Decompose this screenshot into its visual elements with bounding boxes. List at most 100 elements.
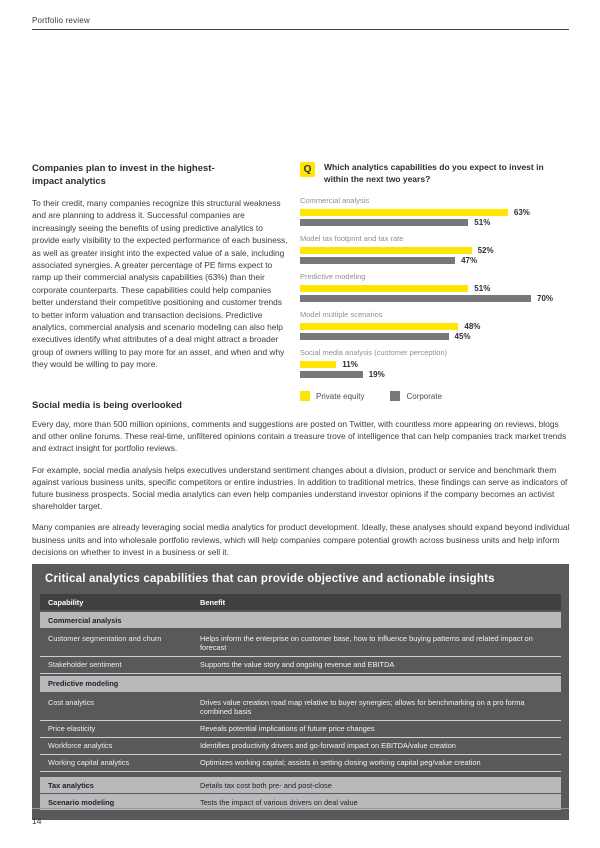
chart-bar (300, 218, 469, 226)
table-row: Scenario modeling Tests the impact of var… (40, 794, 561, 811)
chart-bar-value-label: 52% (477, 245, 494, 255)
chart-bar-row: 11% (300, 359, 570, 369)
body-paragraph: Every day, more than 500 million opinion… (32, 419, 567, 454)
capabilities-table: Critical analytics capabilities that can… (32, 564, 569, 821)
table-row: Price elasticity Reveals potential implic… (40, 720, 561, 738)
chart-bar-value-label: 48% (464, 321, 481, 331)
table-capability-cell: Scenario modeling (48, 797, 115, 807)
chart-category-group: Social media analysis (customer percepti… (300, 348, 570, 379)
table-capability-cell: Stakeholder sentiment (48, 660, 122, 670)
chart-bar (300, 246, 472, 254)
running-head: Portfolio review (32, 16, 90, 25)
body-paragraph: Many companies are already leveraging so… (32, 522, 570, 557)
chart-category-label: Commercial analysis (300, 196, 370, 205)
chart-category-label: Model tax footprint and tax rate (300, 234, 404, 243)
legend-item: Private equity (300, 391, 364, 401)
chart-bar-row: 47% (300, 255, 570, 265)
legend-label: Corporate (406, 391, 443, 401)
page-number: 14 (32, 816, 42, 826)
table-capability-cell: Customer segmentation and churn (48, 633, 162, 643)
table-benefit-cell: Helps inform the enterprise on customer … (200, 633, 533, 653)
chart-bar-value-label: 47% (461, 255, 478, 265)
chart-bar (300, 208, 508, 216)
left-column: Companies plan to invest in the highest-… (32, 162, 300, 401)
chart-category-group: Predictive modeling 51% 70% (300, 272, 570, 303)
table-header-row: Capability Benefit (40, 594, 561, 611)
chart-bar-value-label: 19% (368, 369, 385, 379)
table-row: Predictive modeling (40, 675, 561, 693)
chart-category-group: Commercial analysis 63% 51% (300, 196, 570, 227)
table-row: Customer segmentation and churn Helps inf… (40, 630, 561, 657)
chart-bar-row: 51% (300, 217, 570, 227)
table-column-header: Capability (48, 597, 84, 607)
social-media-section: Social media is being overlooked Every d… (32, 400, 570, 567)
section-heading-invest: Companies plan to invest in the highest-… (32, 163, 215, 187)
chart-category-label: Predictive modeling (300, 272, 366, 281)
legend-swatch (390, 391, 401, 401)
table-row: Stakeholder sentiment Supports the value … (40, 656, 561, 674)
question-badge: Q (300, 162, 315, 177)
footer-divider (32, 808, 569, 809)
bar-chart: Commercial analysis 63% 51% Model tax footp… (300, 196, 570, 379)
chart-bar-row: 51% (300, 283, 570, 293)
table-group-label: Commercial analysis (48, 615, 122, 625)
chart-legend: Private equity Corporate (300, 391, 570, 401)
body-paragraph: To their credit, many companies recogniz… (32, 198, 288, 370)
chart-bar-row: 19% (300, 369, 570, 379)
section-heading-social: Social media is being overlooked (32, 400, 182, 411)
chart-column: Q Which analytics capabilities do you ex… (300, 162, 570, 401)
header-divider (32, 29, 569, 30)
chart-bar (300, 332, 449, 340)
chart-bar-value-label: 11% (342, 359, 358, 369)
table-capability-cell: Working capital analytics (48, 758, 130, 768)
table-capability-cell: Workforce analytics (48, 741, 113, 751)
chart-category-group: Model multiple scenarios 48% 45% (300, 310, 570, 341)
chart-bar-value-label: 51% (474, 283, 491, 293)
table-row: Workforce analytics Identifies productivi… (40, 737, 561, 755)
table-capability-cell: Tax analytics (48, 780, 94, 790)
chart-bar (300, 256, 456, 264)
table-benefit-cell: Reveals potential implications of future… (200, 724, 375, 734)
chart-bar (300, 322, 459, 330)
table-benefit-cell: Identifies productivity drivers and go-f… (200, 741, 456, 751)
chart-bar-row: 52% (300, 245, 570, 255)
chart-bar-row: 48% (300, 321, 570, 331)
chart-category-group: Model tax footprint and tax rate 52% 47% (300, 234, 570, 265)
table-title: Critical analytics capabilities that can… (45, 573, 495, 585)
chart-bar (300, 284, 469, 292)
chart-bar-value-label: 51% (474, 217, 491, 227)
chart-bar-row: 63% (300, 207, 570, 217)
two-column-area: Companies plan to invest in the highest-… (32, 162, 570, 401)
legend-swatch (300, 391, 310, 401)
table-capability-cell: Cost analytics (48, 697, 95, 707)
table-benefit-cell: Details tax cost both pre- and post-clos… (200, 780, 332, 790)
chart-bar (300, 294, 531, 302)
chart-category-label: Social media analysis (customer percepti… (300, 348, 448, 357)
legend-item: Corporate (390, 391, 442, 401)
chart-bar (300, 370, 363, 378)
chart-question: Which analytics capabilities do you expe… (324, 162, 544, 184)
chart-category-label: Model multiple scenarios (300, 310, 383, 319)
chart-bar-value-label: 70% (537, 293, 554, 303)
table-column-header: Benefit (200, 597, 226, 607)
chart-bar-row: 45% (300, 331, 570, 341)
chart-bar-row: 70% (300, 293, 570, 303)
chart-bar-value-label: 63% (513, 207, 530, 217)
chart-bar-value-label: 45% (454, 331, 471, 341)
page-header: Portfolio review (32, 16, 569, 30)
table-row: Working capital analytics Optimizes worki… (40, 754, 561, 773)
table-capability-cell: Price elasticity (48, 724, 96, 734)
social-paragraphs: Every day, more than 500 million opinion… (32, 418, 570, 558)
table-row: Commercial analysis (40, 612, 561, 629)
table-row: Tax analytics Details tax cost both pre- … (40, 777, 561, 794)
table-inner: Capability Benefit Commercial analysis Cus… (40, 594, 561, 811)
chart-bar (300, 360, 337, 368)
table-benefit-cell: Supports the value story and ongoing rev… (200, 660, 395, 670)
table-body: Commercial analysis Customer segmentation… (40, 612, 561, 811)
body-paragraph: For example, social media analysis helps… (32, 464, 568, 512)
table-benefit-cell: Drives value creation road map relative … (200, 697, 525, 717)
table-row: Cost analytics Drives value creation road… (40, 694, 561, 721)
table-group-label: Predictive modeling (48, 679, 119, 689)
table-benefit-cell: Optimizes working capital; assists in se… (200, 758, 481, 768)
